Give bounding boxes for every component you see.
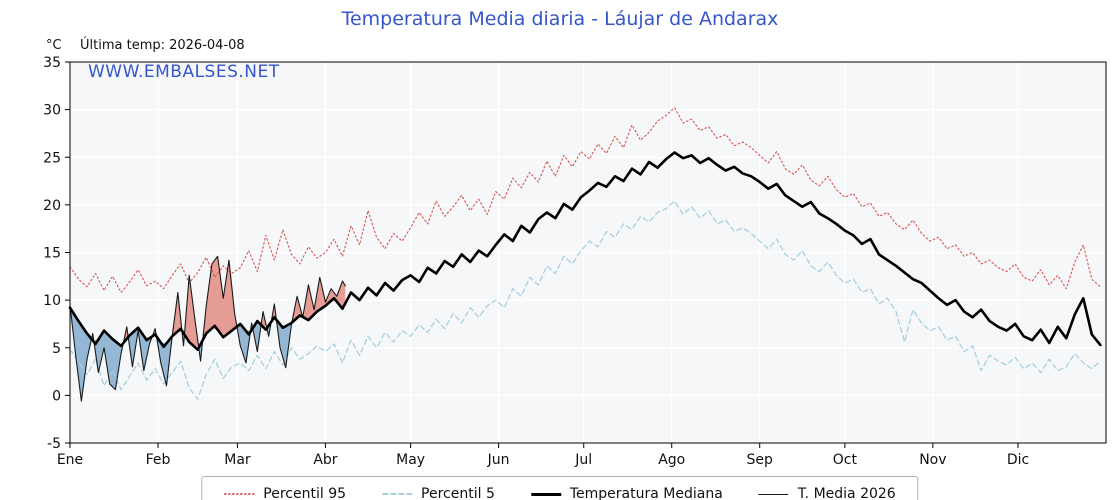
svg-text:Jul: Jul [574,452,592,468]
svg-text:25: 25 [43,150,61,166]
legend-label-t2026: T. Media 2026 [797,486,896,500]
percentil5-line-icon [382,493,413,495]
legend-label-mediana: Temperatura Mediana [569,486,723,500]
svg-text:-5: -5 [47,436,61,452]
legend-item-mediana: Temperatura Mediana [530,486,723,500]
svg-text:Dic: Dic [1007,452,1029,468]
svg-text:Jun: Jun [487,452,510,468]
svg-text:35: 35 [43,55,61,71]
svg-text:Ene: Ene [57,452,83,468]
last-temp-label: Última temp: 2026-04-08 [80,38,245,53]
svg-text:Mar: Mar [224,452,251,468]
svg-text:30: 30 [43,103,61,119]
svg-text:5: 5 [52,341,61,357]
watermark: WWW.EMBALSES.NET [88,62,280,82]
svg-text:10: 10 [43,293,61,309]
chart-title: Temperatura Media diaria - Láujar de And… [341,8,779,30]
svg-text:Oct: Oct [833,452,858,468]
chart-legend: Percentil 95 Percentil 5 Temperatura Med… [201,476,919,500]
svg-text:0: 0 [52,388,61,404]
y-axis-unit-label: °C [46,38,62,53]
mediana-line-icon [530,492,561,496]
legend-label-percentil95: Percentil 95 [263,486,347,500]
t2026-line-icon [758,493,789,495]
legend-item-percentil95: Percentil 95 [224,486,346,500]
svg-text:Ago: Ago [658,452,685,468]
svg-text:Nov: Nov [919,452,946,468]
svg-text:20: 20 [43,198,61,214]
legend-label-percentil5: Percentil 5 [421,486,495,500]
svg-text:Feb: Feb [146,452,171,468]
svg-text:Abr: Abr [313,452,337,468]
legend-item-t2026: T. Media 2026 [758,486,896,500]
svg-text:Sep: Sep [747,452,774,468]
legend-item-percentil5: Percentil 5 [382,486,495,500]
svg-text:May: May [396,452,425,468]
svg-text:15: 15 [43,246,61,262]
percentil95-line-icon [224,493,255,495]
